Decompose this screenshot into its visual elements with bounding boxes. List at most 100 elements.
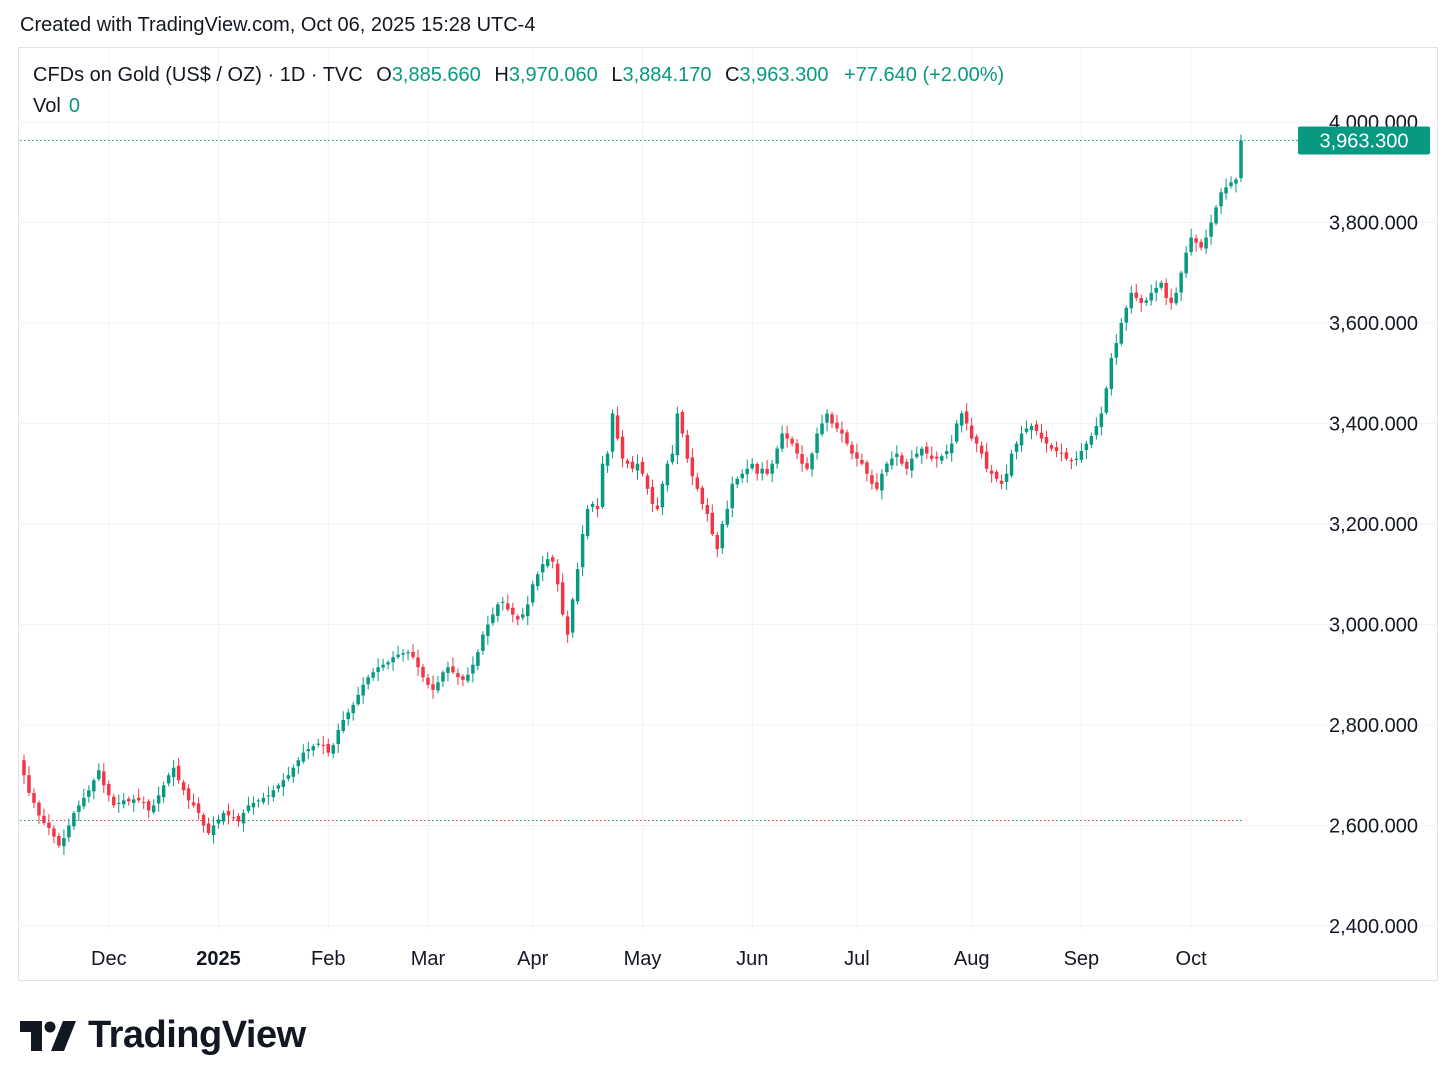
candle <box>1109 353 1114 396</box>
candle <box>1139 294 1143 312</box>
candle <box>1209 214 1213 245</box>
candle <box>850 441 854 460</box>
candle-body <box>1199 241 1203 248</box>
candle <box>246 796 251 814</box>
candle <box>915 446 919 459</box>
candle <box>216 815 221 829</box>
candle <box>1019 425 1024 452</box>
candle-body <box>755 464 759 474</box>
candle <box>126 796 131 806</box>
candle-body <box>1159 282 1163 288</box>
candle <box>600 455 605 510</box>
candle-body <box>251 802 256 808</box>
candle <box>156 786 161 812</box>
candle <box>925 441 929 460</box>
candle-body <box>57 835 61 846</box>
candle <box>1234 177 1238 193</box>
candle-body <box>900 455 904 464</box>
candle-body <box>1039 432 1044 439</box>
candle <box>117 794 121 813</box>
candle <box>720 520 725 554</box>
candle <box>336 723 340 753</box>
symbol-title[interactable]: CFDs on Gold (US$ / OZ) · 1D · TVC <box>33 64 363 86</box>
candle <box>535 571 540 591</box>
candle <box>1114 334 1119 365</box>
candle-body <box>1184 252 1188 274</box>
candle <box>969 418 974 441</box>
candle <box>471 656 475 683</box>
candle-body <box>47 822 51 829</box>
candle-body <box>246 805 251 812</box>
candle-body <box>595 505 600 509</box>
candle-body <box>910 458 914 471</box>
candle <box>935 451 939 468</box>
candle <box>151 799 156 815</box>
candle-body <box>77 805 81 813</box>
candle <box>1079 442 1084 463</box>
candle-body <box>531 584 535 603</box>
candle-body <box>690 457 695 477</box>
candle <box>1024 420 1029 435</box>
candle-body <box>321 744 326 746</box>
candle-body <box>555 563 560 585</box>
candle-body <box>1164 283 1168 298</box>
candle <box>1214 204 1218 226</box>
candle-body <box>62 838 66 847</box>
candle-body <box>1074 458 1079 460</box>
price-tick-label: 3,000.000 <box>1329 615 1418 637</box>
candle <box>725 500 730 528</box>
candle <box>820 414 824 437</box>
candle <box>1034 420 1039 436</box>
candle <box>341 711 345 734</box>
candle-body <box>67 825 71 838</box>
candle-body <box>27 775 31 793</box>
candle <box>191 793 196 808</box>
candle-body <box>451 666 455 673</box>
candle <box>52 825 56 844</box>
candle-body <box>356 694 360 705</box>
candle <box>1129 285 1134 314</box>
candle-body <box>366 677 370 685</box>
candle <box>1184 246 1188 278</box>
candle <box>1154 280 1158 302</box>
candle <box>356 686 360 707</box>
candle <box>830 411 834 428</box>
candle-body <box>775 448 779 464</box>
open-label: O <box>376 64 392 86</box>
candle <box>1204 229 1208 255</box>
tradingview-brand[interactable]: TradingView <box>20 1014 306 1057</box>
candle <box>261 792 266 805</box>
candle-body <box>126 798 131 802</box>
candle <box>1104 386 1109 415</box>
candle <box>122 792 126 809</box>
candle-body <box>855 452 859 459</box>
candle-body <box>695 477 700 489</box>
candle-body <box>241 812 246 824</box>
candle <box>1199 239 1203 251</box>
candle <box>999 474 1004 490</box>
candle <box>1044 430 1049 453</box>
candle <box>62 829 66 855</box>
candle <box>1134 284 1139 302</box>
candle-body <box>401 653 405 655</box>
candle-body <box>291 767 296 777</box>
candle-body <box>954 423 959 442</box>
candle <box>1009 449 1014 478</box>
candle-body <box>780 433 784 449</box>
candle-body <box>1029 426 1034 431</box>
candle-body <box>740 473 744 479</box>
candle <box>1229 176 1233 189</box>
candle-body <box>276 785 281 789</box>
candle-body <box>1224 187 1228 194</box>
last-price-label: 3,963.300 <box>1320 130 1409 152</box>
candle <box>900 452 904 467</box>
candle-body <box>1129 292 1134 309</box>
candle-body <box>1209 222 1213 237</box>
candle <box>102 762 106 794</box>
candle-body <box>201 814 206 826</box>
candle <box>381 658 385 671</box>
candle-body <box>526 604 530 617</box>
candle-body <box>885 463 889 473</box>
candle-body <box>805 463 809 469</box>
